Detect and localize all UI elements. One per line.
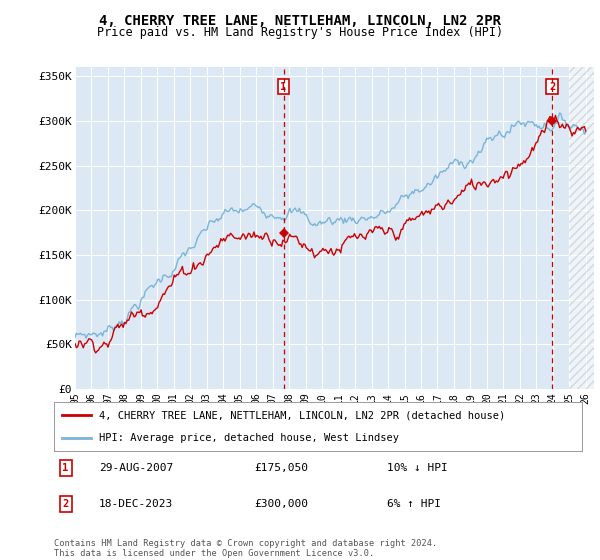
Text: 6% ↑ HPI: 6% ↑ HPI bbox=[386, 499, 440, 509]
Text: 4, CHERRY TREE LANE, NETTLEHAM, LINCOLN, LN2 2PR: 4, CHERRY TREE LANE, NETTLEHAM, LINCOLN,… bbox=[99, 14, 501, 28]
Text: 2: 2 bbox=[62, 499, 69, 509]
Text: 2: 2 bbox=[549, 82, 555, 91]
Text: 10% ↓ HPI: 10% ↓ HPI bbox=[386, 463, 448, 473]
Text: 4, CHERRY TREE LANE, NETTLEHAM, LINCOLN, LN2 2PR (detached house): 4, CHERRY TREE LANE, NETTLEHAM, LINCOLN,… bbox=[99, 410, 505, 420]
Text: 1: 1 bbox=[280, 82, 287, 91]
Text: HPI: Average price, detached house, West Lindsey: HPI: Average price, detached house, West… bbox=[99, 433, 399, 442]
Text: 1: 1 bbox=[62, 463, 69, 473]
Text: Price paid vs. HM Land Registry's House Price Index (HPI): Price paid vs. HM Land Registry's House … bbox=[97, 26, 503, 39]
Text: Contains HM Land Registry data © Crown copyright and database right 2024.
This d: Contains HM Land Registry data © Crown c… bbox=[54, 539, 437, 558]
Text: 18-DEC-2023: 18-DEC-2023 bbox=[99, 499, 173, 509]
Text: 29-AUG-2007: 29-AUG-2007 bbox=[99, 463, 173, 473]
Text: £175,050: £175,050 bbox=[254, 463, 308, 473]
Bar bbox=[569, 63, 594, 389]
Text: £300,000: £300,000 bbox=[254, 499, 308, 509]
